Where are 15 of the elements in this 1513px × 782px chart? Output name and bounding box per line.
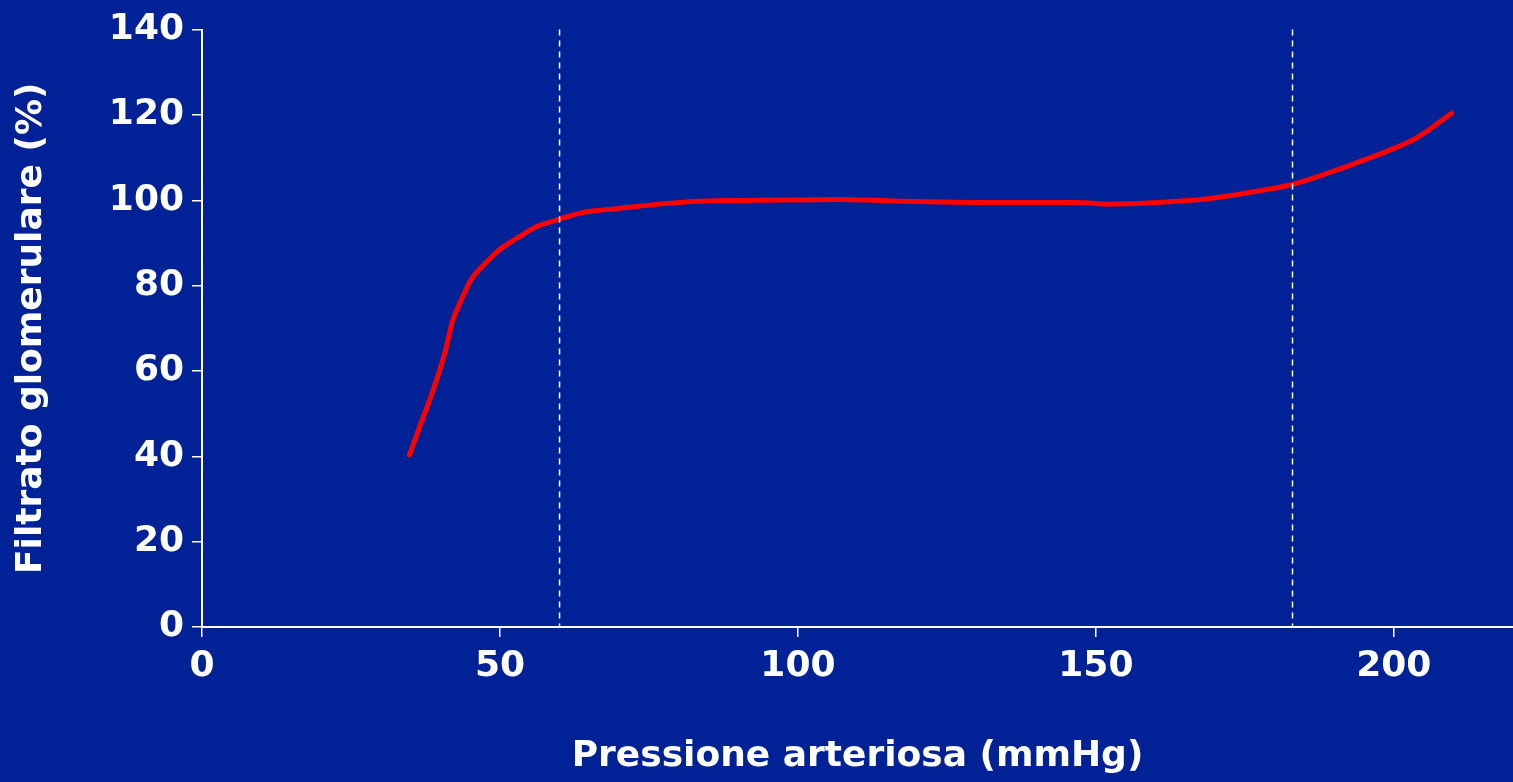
x-axis-title: Pressione arteriosa (mmHg): [571, 732, 1144, 774]
x-tick-label: 0: [189, 642, 215, 684]
y-tick-label: 40: [133, 432, 184, 474]
y-tick-label: 100: [108, 176, 184, 218]
x-tick-label: 200: [1356, 642, 1432, 684]
y-axis-title: Filtrato glomerulare (%): [7, 82, 49, 575]
x-tick-label: 100: [760, 642, 836, 684]
x-tick-label: 50: [474, 642, 526, 684]
y-tick-label: 60: [133, 347, 184, 389]
y-tick-label: 20: [133, 518, 184, 560]
x-tick-label: 150: [1058, 642, 1134, 684]
y-tick-label: 80: [133, 261, 184, 303]
y-tick-label: 0: [158, 603, 184, 645]
y-tick-label: 120: [108, 91, 184, 133]
y-tick-label: 140: [108, 5, 184, 47]
